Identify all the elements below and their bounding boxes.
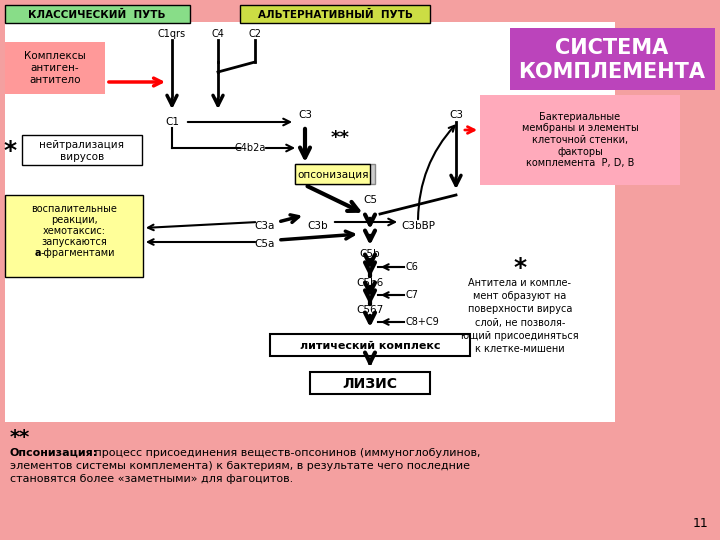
Text: C3b: C3b bbox=[307, 221, 328, 231]
Text: становятся более «заметными» для фагоцитов.: становятся более «заметными» для фагоцит… bbox=[10, 474, 293, 484]
Text: C2: C2 bbox=[248, 29, 261, 39]
Text: хемотаксис:: хемотаксис: bbox=[42, 226, 106, 236]
Bar bbox=[5, 22, 615, 422]
Text: C1qrs: C1qrs bbox=[158, 29, 186, 39]
Bar bbox=[295, 164, 375, 184]
Text: -фрагментами: -фрагментами bbox=[41, 248, 115, 258]
Text: элементов системы комплемента) к бактериям, в результате чего последние: элементов системы комплемента) к бактери… bbox=[10, 461, 470, 471]
Text: процесс присоединения веществ-опсонинов (иммуноглобулинов,: процесс присоединения веществ-опсонинов … bbox=[91, 448, 480, 458]
Text: C3a: C3a bbox=[255, 221, 275, 231]
Text: C3: C3 bbox=[449, 110, 463, 120]
Text: C5b6: C5b6 bbox=[356, 278, 384, 288]
Text: воспалительные: воспалительные bbox=[31, 204, 117, 214]
Bar bbox=[5, 195, 143, 277]
Bar bbox=[480, 95, 680, 185]
Text: нейтрализация
вирусов: нейтрализация вирусов bbox=[40, 140, 125, 162]
Bar bbox=[5, 42, 105, 94]
Text: *: * bbox=[4, 139, 17, 163]
Text: C567: C567 bbox=[356, 305, 384, 315]
Bar bbox=[310, 372, 430, 394]
Bar bbox=[295, 164, 370, 184]
Text: **: ** bbox=[10, 429, 30, 448]
Text: C5b: C5b bbox=[360, 249, 380, 259]
Bar bbox=[5, 5, 190, 23]
Text: Бактериальные
мембраны и элементы
клеточной стенки,
факторы
комплемента  P, D, B: Бактериальные мембраны и элементы клеточ… bbox=[521, 112, 639, 168]
Text: Опсонизация:: Опсонизация: bbox=[10, 448, 98, 458]
Text: C3bBP: C3bBP bbox=[401, 221, 435, 231]
Text: C3: C3 bbox=[298, 110, 312, 120]
Bar bbox=[270, 334, 470, 356]
Text: *: * bbox=[513, 256, 526, 280]
Text: Комплексы
антиген-
антитело: Комплексы антиген- антитело bbox=[24, 51, 86, 85]
Text: C5: C5 bbox=[363, 195, 377, 205]
Text: C4b2a: C4b2a bbox=[234, 143, 266, 153]
Text: КЛАССИЧЕСКИЙ  ПУТЬ: КЛАССИЧЕСКИЙ ПУТЬ bbox=[28, 10, 166, 19]
Text: опсонизация: опсонизация bbox=[297, 170, 369, 180]
Text: **: ** bbox=[330, 129, 349, 147]
Text: ЛИЗИС: ЛИЗИС bbox=[343, 377, 397, 391]
Text: C8+C9: C8+C9 bbox=[406, 317, 440, 327]
Text: C4: C4 bbox=[212, 29, 225, 39]
Bar bbox=[240, 5, 430, 23]
Text: C1: C1 bbox=[165, 117, 179, 127]
Text: C7: C7 bbox=[406, 290, 419, 300]
Text: СИСТЕМА
КОМПЛЕМЕНТА: СИСТЕМА КОМПЛЕМЕНТА bbox=[518, 38, 706, 82]
Text: 11: 11 bbox=[692, 517, 708, 530]
Bar bbox=[510, 28, 715, 90]
Text: реакции,: реакции, bbox=[50, 215, 97, 225]
Bar bbox=[22, 135, 142, 165]
Text: C6: C6 bbox=[406, 262, 419, 272]
Text: литический комплекс: литический комплекс bbox=[300, 341, 440, 351]
Text: Антитела и компле-
мент образуют на
поверхности вируса
слой, не позволя-
ющий пр: Антитела и компле- мент образуют на пове… bbox=[462, 278, 579, 354]
Text: АЛЬТЕРНАТИВНЫЙ  ПУТЬ: АЛЬТЕРНАТИВНЫЙ ПУТЬ bbox=[258, 10, 413, 19]
Text: а: а bbox=[35, 248, 42, 258]
Text: C5a: C5a bbox=[255, 239, 275, 249]
Text: запускаются: запускаются bbox=[41, 237, 107, 247]
